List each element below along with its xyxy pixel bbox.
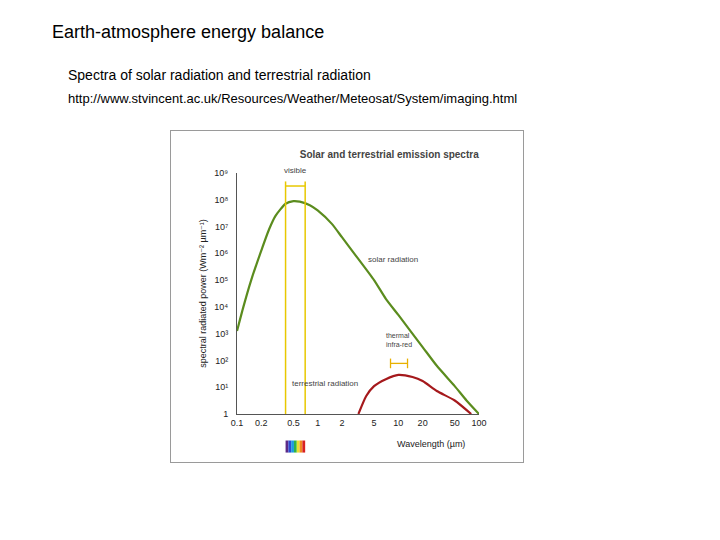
svg-text:10¹: 10¹	[215, 382, 228, 392]
svg-text:thermalinfra-red: thermalinfra-red	[386, 332, 412, 348]
svg-text:10⁵: 10⁵	[214, 275, 228, 285]
svg-text:100: 100	[471, 418, 486, 428]
svg-text:10²: 10²	[215, 356, 228, 366]
svg-text:10⁸: 10⁸	[214, 195, 228, 205]
svg-text:0.5: 0.5	[287, 418, 300, 428]
svg-text:10⁷: 10⁷	[215, 222, 228, 232]
svg-text:10³: 10³	[215, 329, 228, 339]
svg-text:Wavelength (µm): Wavelength (µm)	[397, 439, 465, 449]
svg-text:terrestrial radiation: terrestrial radiation	[292, 379, 358, 388]
svg-text:2: 2	[339, 418, 344, 428]
svg-text:1: 1	[315, 418, 320, 428]
html-text:http://www.stvincent.ac.uk/Res: http://www.stvincent.ac.uk/Resources/Wea…	[68, 91, 518, 106]
svg-text:solar radiation: solar radiation	[368, 255, 418, 264]
svg-text:10⁹: 10⁹	[214, 168, 228, 178]
html-text:Spectra of solar radiation and: Spectra of solar radiation and terrestri…	[68, 67, 371, 83]
svg-text:10⁶: 10⁶	[214, 248, 228, 258]
svg-text:10: 10	[393, 418, 403, 428]
svg-text:0.1: 0.1	[231, 418, 244, 428]
html-text:Earth-atmosphere energy balanc: Earth-atmosphere energy balance	[52, 22, 325, 42]
svg-text:spectral radiated power (Wm⁻²: spectral radiated power (Wm⁻² µm⁻¹)	[198, 219, 208, 368]
svg-text:20: 20	[418, 418, 428, 428]
svg-text:Solar and terrestrial emission: Solar and terrestrial emission spectra	[300, 149, 479, 160]
svg-text:0.2: 0.2	[255, 418, 268, 428]
svg-text:50: 50	[450, 418, 460, 428]
svg-text:5: 5	[372, 418, 377, 428]
svg-text:10⁴: 10⁴	[214, 302, 228, 312]
svg-text:1: 1	[223, 409, 228, 419]
svg-text:visible: visible	[284, 166, 307, 175]
